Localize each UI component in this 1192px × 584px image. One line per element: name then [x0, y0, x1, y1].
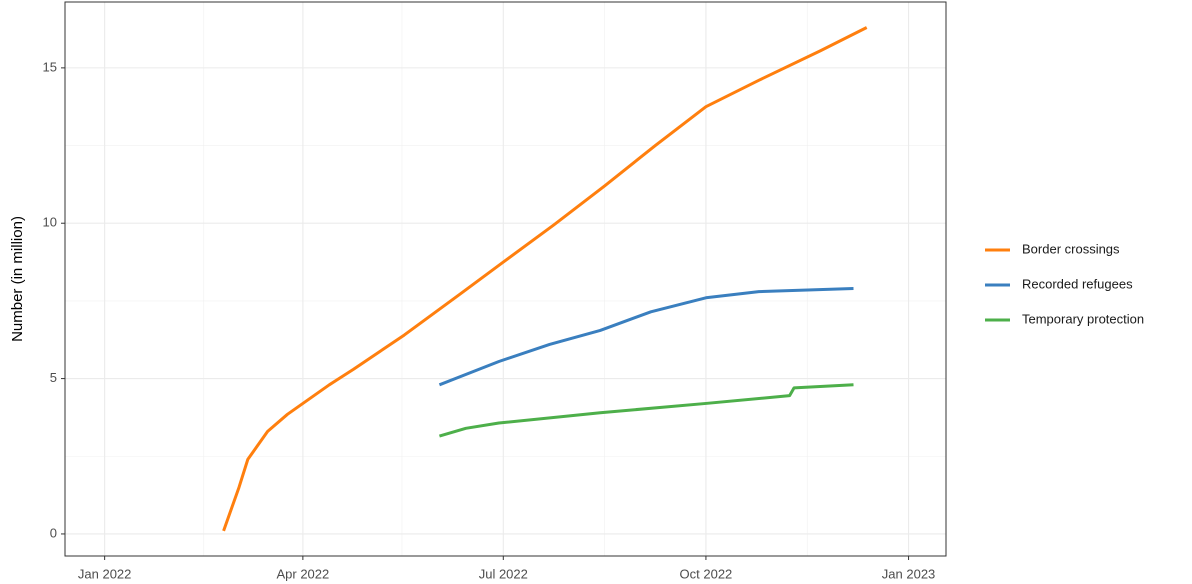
x-tick-label: Jan 2022 [78, 566, 132, 581]
legend-label: Border crossings [1022, 241, 1120, 256]
y-tick-label: 5 [50, 370, 57, 385]
y-tick-label: 0 [50, 525, 57, 540]
y-tick-label: 15 [43, 59, 57, 74]
legend-label: Temporary protection [1022, 311, 1144, 326]
x-tick-label: Jul 2022 [479, 566, 528, 581]
panel-border [64, 1, 947, 557]
x-tick-label: Oct 2022 [680, 566, 733, 581]
y-axis-label: Number (in million) [9, 216, 26, 342]
x-tick-label: Apr 2022 [276, 566, 329, 581]
line-series [438, 286, 854, 387]
x-tick-label: Jan 2023 [882, 566, 936, 581]
plot-panel [65, 2, 946, 556]
line-series [222, 26, 868, 532]
line-series [439, 383, 854, 438]
legend-label: Recorded refugees [1022, 276, 1133, 291]
y-tick-label: 10 [43, 215, 57, 230]
